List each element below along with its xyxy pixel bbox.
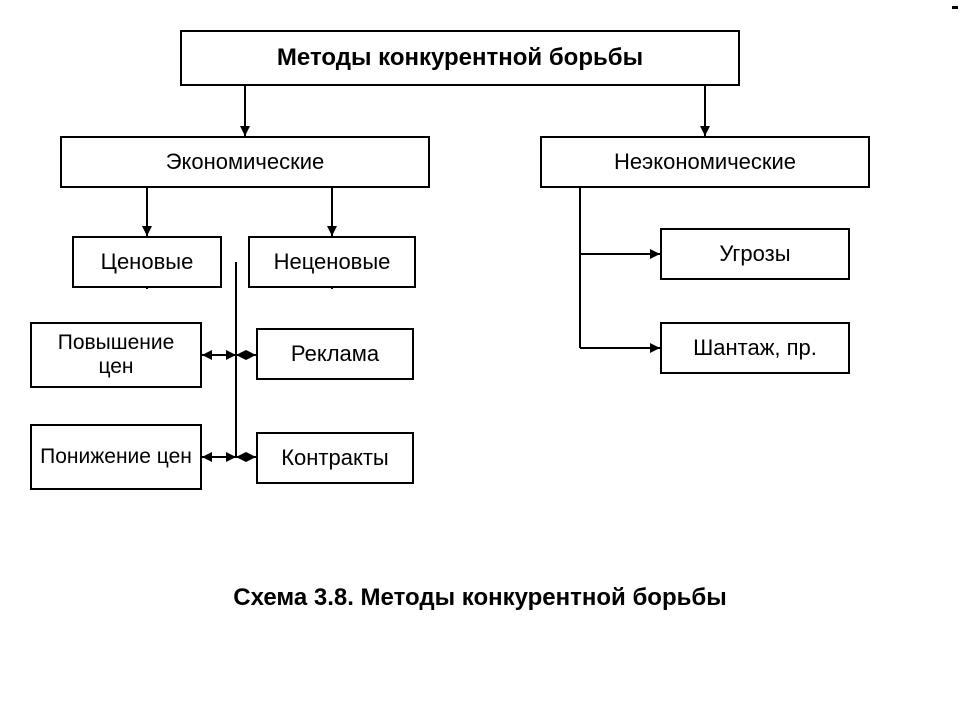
node-economic-label: Экономические	[166, 149, 325, 174]
node-blackmail: Шантаж, пр.	[660, 322, 850, 374]
node-contracts: Контракты	[256, 432, 414, 484]
node-root: Методы конкурентной борьбы	[180, 30, 740, 86]
node-threats: Угрозы	[660, 228, 850, 280]
node-price-up-label: Повышение цен	[40, 331, 192, 379]
node-nonprice: Неценовые	[248, 236, 416, 288]
node-nonprice-label: Неценовые	[274, 249, 391, 274]
diagram-canvas: Методы конкурентной борьбы Экономические…	[0, 0, 960, 720]
node-contracts-label: Контракты	[281, 445, 389, 470]
node-price: Ценовые	[72, 236, 222, 288]
node-economic: Экономические	[60, 136, 430, 188]
stray-mark	[952, 6, 958, 9]
node-advertising-label: Реклама	[291, 341, 379, 366]
node-price-label: Ценовые	[101, 249, 194, 274]
node-advertising: Реклама	[256, 328, 414, 380]
node-price-down-label: Понижение цен	[40, 445, 192, 469]
node-price-up: Повышение цен	[30, 322, 202, 388]
node-noneconomic: Неэкономические	[540, 136, 870, 188]
diagram-caption: Схема 3.8. Методы конкурентной борьбы	[230, 584, 730, 612]
node-threats-label: Угрозы	[719, 241, 790, 266]
node-root-label: Методы конкурентной борьбы	[277, 44, 643, 72]
node-blackmail-label: Шантаж, пр.	[693, 335, 817, 360]
diagram-caption-text: Схема 3.8. Методы конкурентной борьбы	[233, 584, 726, 611]
node-price-down: Понижение цен	[30, 424, 202, 490]
node-noneconomic-label: Неэкономические	[614, 149, 796, 174]
